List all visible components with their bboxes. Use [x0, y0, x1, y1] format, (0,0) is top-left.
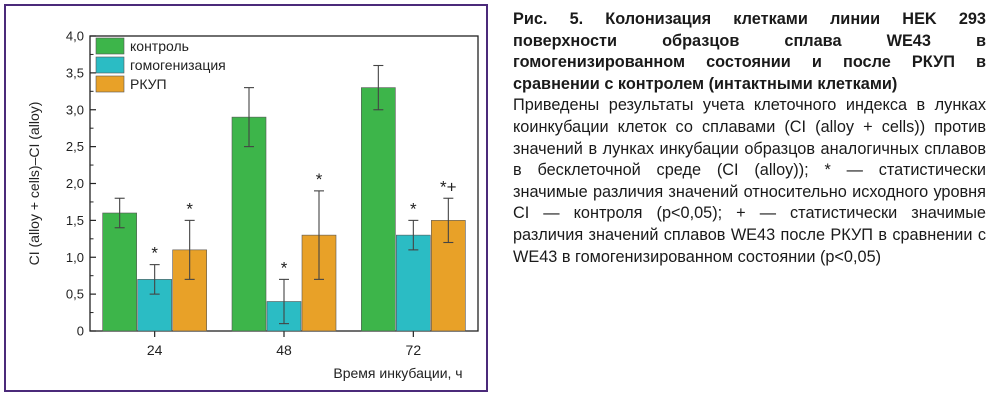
y-axis-label: CI (alloy + cells)–CI (alloy) — [26, 102, 42, 266]
legend-label: гомогенизация — [130, 57, 226, 73]
y-tick-label: 1,0 — [66, 250, 84, 265]
significance-mark: *+ — [440, 177, 457, 196]
y-tick-label: 0 — [77, 324, 84, 339]
significance-mark: * — [410, 199, 417, 218]
y-tick-label: 3,5 — [66, 65, 84, 80]
significance-mark: * — [151, 244, 158, 263]
x-tick-label: 24 — [147, 342, 163, 358]
caption-title: Рис. 5. Колонизация клетками линии HEK 2… — [513, 10, 986, 93]
x-tick-label: 72 — [406, 342, 422, 358]
legend-swatch — [95, 37, 125, 55]
y-tick-label: 0,5 — [66, 287, 84, 302]
y-tick-label: 4,0 — [66, 29, 84, 44]
figure-frame: 0 0,5 1,0 1,5 2,0 2,5 3,0 3,5 4,0 CI (alloy + cel… — [4, 4, 488, 392]
y-tick-label: 1,5 — [66, 213, 84, 228]
figure-caption: Рис. 5. Колонизация клетками линии HEK 2… — [513, 9, 986, 268]
legend-swatch — [95, 56, 125, 74]
bar — [396, 234, 431, 332]
significance-mark: * — [186, 199, 193, 218]
x-axis-label: Время инкубации, ч — [333, 365, 462, 381]
significance-mark: * — [281, 258, 288, 277]
y-tick-label: 3,0 — [66, 102, 84, 117]
bar-chart: 0 0,5 1,0 1,5 2,0 2,5 3,0 3,5 4,0 CI (alloy + cel… — [26, 29, 479, 381]
significance-mark: * — [316, 170, 323, 189]
legend-swatch — [95, 75, 125, 93]
caption-body: Приведены результаты учета клеточного ин… — [513, 96, 986, 266]
y-tick-label: 2,0 — [66, 176, 84, 191]
y-tick-label: 2,5 — [66, 139, 84, 154]
bar — [102, 212, 137, 332]
legend-label: контроль — [130, 38, 189, 54]
legend-label: РКУП — [130, 76, 167, 92]
bar — [361, 87, 396, 332]
x-tick-label: 48 — [276, 342, 292, 358]
bar — [231, 116, 267, 332]
